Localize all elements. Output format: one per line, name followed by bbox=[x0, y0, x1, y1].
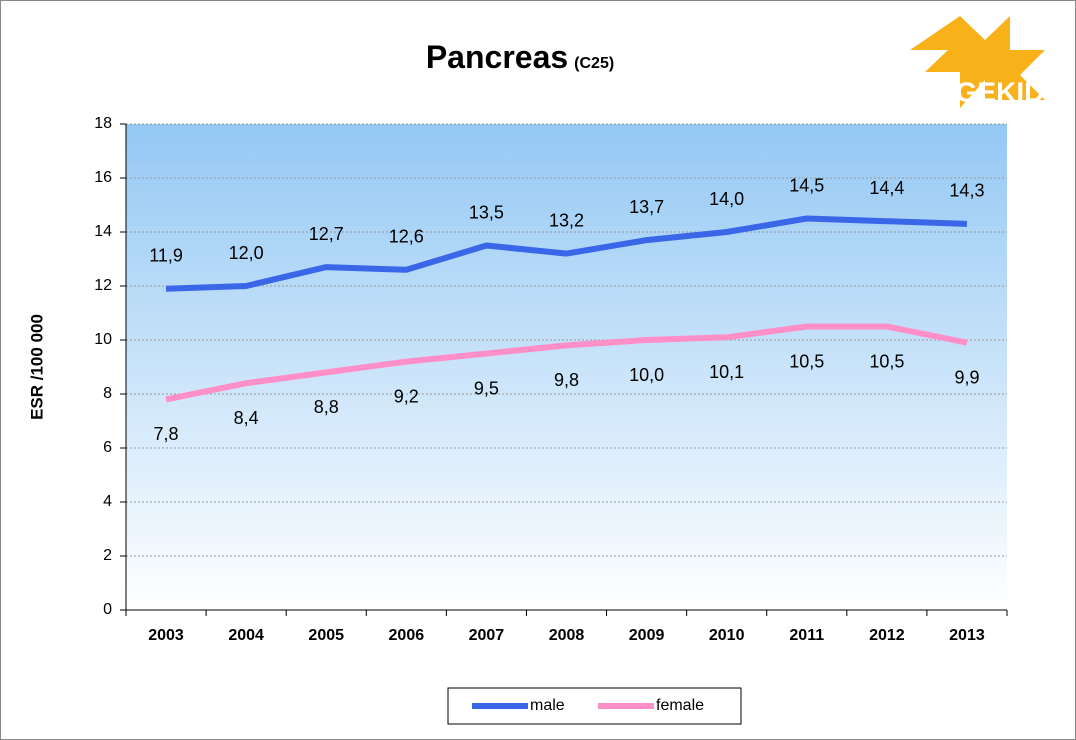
x-tick-label: 2013 bbox=[949, 627, 985, 644]
data-label: 10,0 bbox=[629, 365, 664, 385]
data-label: 7,8 bbox=[154, 424, 179, 444]
y-tick-label: 4 bbox=[103, 493, 112, 510]
data-label: 9,5 bbox=[474, 378, 499, 398]
data-label: 14,5 bbox=[789, 175, 824, 195]
x-tick-label: 2008 bbox=[549, 627, 585, 644]
x-tick-label: 2006 bbox=[389, 627, 425, 644]
x-tick-label: 2005 bbox=[308, 627, 344, 644]
data-label: 9,8 bbox=[554, 370, 579, 390]
data-label: 9,9 bbox=[954, 367, 979, 387]
data-label: 12,0 bbox=[229, 243, 264, 263]
logo-text: GEKID bbox=[956, 76, 1045, 107]
x-tick-label: 2009 bbox=[629, 627, 665, 644]
y-axis-label: ESR /100 000 bbox=[27, 314, 46, 420]
series-line bbox=[165, 323, 968, 403]
x-tick-label: 2010 bbox=[709, 627, 745, 644]
chart-title: Pancreas (C25) bbox=[426, 39, 614, 75]
data-label: 10,5 bbox=[789, 351, 824, 371]
x-tick-label: 2007 bbox=[469, 627, 505, 644]
data-label: 14,3 bbox=[949, 181, 984, 201]
data-label: 12,7 bbox=[309, 224, 344, 244]
y-tick-label: 8 bbox=[103, 385, 112, 402]
data-label: 10,5 bbox=[869, 351, 904, 371]
legend-label: male bbox=[530, 697, 565, 714]
data-label: 11,9 bbox=[149, 245, 183, 265]
series-line bbox=[165, 215, 968, 292]
y-tick-label: 12 bbox=[94, 277, 112, 294]
legend-label: female bbox=[656, 697, 704, 714]
data-label: 8,8 bbox=[314, 397, 339, 417]
y-tick-label: 0 bbox=[103, 601, 112, 618]
y-tick-label: 18 bbox=[94, 115, 112, 132]
data-label: 12,6 bbox=[389, 227, 424, 247]
y-tick-label: 14 bbox=[94, 223, 112, 240]
x-tick-label: 2003 bbox=[148, 627, 184, 644]
y-tick-label: 16 bbox=[94, 169, 112, 186]
y-tick-label: 2 bbox=[103, 547, 112, 564]
data-label: 13,7 bbox=[629, 197, 664, 217]
x-tick-label: 2012 bbox=[869, 627, 905, 644]
logo: GEKID bbox=[910, 16, 1045, 108]
y-tick-label: 10 bbox=[94, 331, 112, 348]
data-label: 14,0 bbox=[709, 189, 744, 209]
data-label: 14,4 bbox=[869, 178, 904, 198]
y-tick-label: 6 bbox=[103, 439, 112, 456]
data-label: 9,2 bbox=[394, 386, 419, 406]
title-main: Pancreas bbox=[426, 39, 568, 75]
data-label: 13,2 bbox=[549, 210, 584, 230]
x-tick-label: 2011 bbox=[789, 627, 824, 644]
title-sub: (C25) bbox=[574, 55, 614, 72]
plot-area bbox=[126, 124, 1007, 610]
data-label: 8,4 bbox=[234, 408, 259, 428]
data-label: 13,5 bbox=[469, 202, 504, 222]
data-label: 10,1 bbox=[709, 362, 744, 382]
x-tick-label: 2004 bbox=[228, 627, 264, 644]
